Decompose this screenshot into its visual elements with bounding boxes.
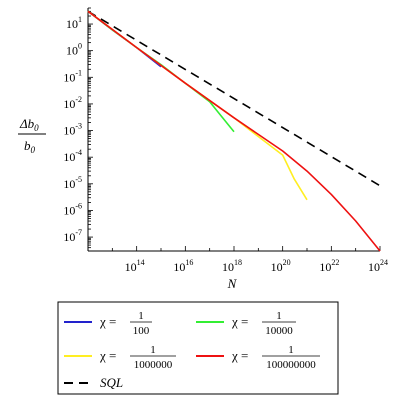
series-line-sql (87, 10, 381, 187)
x-tick-base: 10 (319, 260, 331, 274)
y-tick-base: 10 (63, 203, 75, 217)
legend-label-denominator: 1000000 (134, 359, 173, 371)
y-tick-base: 10 (63, 177, 75, 191)
legend-label-prefix: χ = (99, 314, 116, 329)
y-tick-label: 100 (66, 42, 82, 58)
y-tick-label: 10-3 (63, 122, 82, 138)
legend-label-denominator: 10000 (265, 325, 293, 337)
y-tick-base: 10 (63, 70, 75, 84)
y-tick-base: 10 (66, 44, 78, 58)
y-tick-label: 10-1 (63, 68, 82, 84)
x-tick-base: 10 (222, 260, 234, 274)
y-tick-base: 10 (63, 230, 75, 244)
x-tick-exponent: 22 (331, 258, 339, 267)
x-tick-exponent: 24 (380, 258, 388, 267)
y-tick-label: 10-5 (63, 175, 82, 191)
y-tick-label: 10-4 (63, 148, 82, 164)
legend-label: SQL (100, 375, 123, 390)
legend-label-prefix: χ = (99, 348, 116, 363)
y-tick-exponent: 0 (78, 42, 82, 51)
x-tick-exponent: 20 (283, 258, 291, 267)
legend-label-numerator: 1 (150, 344, 156, 356)
x-tick-label: 1024 (368, 258, 388, 274)
x-tick-base: 10 (271, 260, 283, 274)
y-tick-exponent: -2 (75, 95, 82, 104)
y-tick-exponent: -4 (75, 148, 82, 157)
y-tick-exponent: -3 (75, 122, 82, 131)
x-tick-exponent: 16 (185, 258, 193, 267)
y-tick-exponent: -6 (75, 201, 82, 210)
legend-label-numerator: 1 (288, 344, 294, 356)
series-line-2 (87, 10, 308, 201)
y-axis-label: Δb0 b0 (18, 116, 46, 155)
series-line-1 (87, 10, 235, 133)
x-tick-label: 1022 (319, 258, 339, 274)
y-tick-exponent: -1 (75, 68, 82, 77)
x-tick-label: 1018 (222, 258, 242, 274)
series-lines (87, 10, 381, 252)
x-tick-exponent: 18 (234, 258, 242, 267)
x-tick-label: 1014 (125, 258, 145, 274)
y-tick-exponent: 1 (78, 15, 82, 24)
y-tick-base: 10 (66, 17, 78, 31)
x-tick-base: 10 (173, 260, 185, 274)
legend-label-numerator: 1 (138, 310, 144, 322)
axes (87, 7, 381, 252)
series-line-3 (87, 10, 381, 252)
y-tick-label: 101 (66, 15, 82, 31)
y-tick-label: 10-2 (63, 95, 82, 111)
x-tick-base: 10 (125, 260, 137, 274)
y-tick-label: 10-6 (63, 201, 82, 217)
x-tick-exponent: 14 (137, 258, 145, 267)
x-tick-base: 10 (368, 260, 380, 274)
x-tick-label: 1020 (271, 258, 291, 274)
y-tick-base: 10 (63, 150, 75, 164)
y-tick-exponent: -5 (75, 175, 82, 184)
legend-label-denominator: 100 (133, 325, 150, 337)
y-tick-base: 10 (63, 124, 75, 138)
x-tick-label: 1016 (173, 258, 193, 274)
y-label-numerator-sub: 0 (34, 123, 39, 133)
svg-text:b0: b0 (24, 138, 36, 155)
legend-box (57, 301, 339, 395)
legend-label-denominator: 100000000 (266, 359, 316, 371)
y-label-denominator-sub: 0 (31, 145, 36, 155)
svg-text:Δb0: Δb0 (19, 116, 39, 133)
y-tick-exponent: -7 (75, 228, 82, 237)
x-axis-label: N (227, 276, 238, 291)
legend-label-prefix: χ = (231, 314, 248, 329)
legend-label-prefix: χ = (231, 348, 248, 363)
legend-label-numerator: 1 (276, 310, 282, 322)
y-label-numerator: Δb (19, 116, 35, 131)
y-label-denominator: b (24, 138, 31, 153)
y-tick-base: 10 (63, 97, 75, 111)
y-tick-label: 10-7 (63, 228, 82, 244)
